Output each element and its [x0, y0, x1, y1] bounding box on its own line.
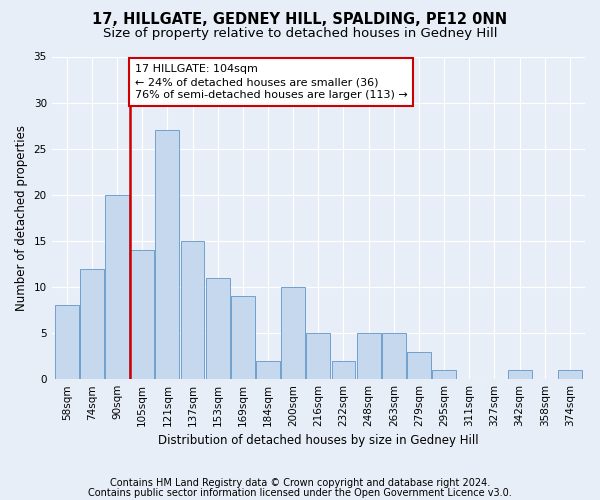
- Text: Contains HM Land Registry data © Crown copyright and database right 2024.: Contains HM Land Registry data © Crown c…: [110, 478, 490, 488]
- Bar: [281, 287, 305, 379]
- Bar: [332, 360, 355, 379]
- Bar: [105, 195, 129, 379]
- Bar: [155, 130, 179, 379]
- Bar: [382, 333, 406, 379]
- Bar: [55, 306, 79, 379]
- Bar: [206, 278, 230, 379]
- Bar: [508, 370, 532, 379]
- Text: Size of property relative to detached houses in Gedney Hill: Size of property relative to detached ho…: [103, 28, 497, 40]
- Bar: [307, 333, 330, 379]
- Text: 17 HILLGATE: 104sqm
← 24% of detached houses are smaller (36)
76% of semi-detach: 17 HILLGATE: 104sqm ← 24% of detached ho…: [134, 64, 407, 100]
- Bar: [356, 333, 380, 379]
- Y-axis label: Number of detached properties: Number of detached properties: [15, 125, 28, 311]
- Bar: [558, 370, 582, 379]
- Bar: [407, 352, 431, 379]
- X-axis label: Distribution of detached houses by size in Gedney Hill: Distribution of detached houses by size …: [158, 434, 479, 448]
- Text: Contains public sector information licensed under the Open Government Licence v3: Contains public sector information licen…: [88, 488, 512, 498]
- Text: 17, HILLGATE, GEDNEY HILL, SPALDING, PE12 0NN: 17, HILLGATE, GEDNEY HILL, SPALDING, PE1…: [92, 12, 508, 28]
- Bar: [130, 250, 154, 379]
- Bar: [80, 268, 104, 379]
- Bar: [432, 370, 456, 379]
- Bar: [181, 241, 205, 379]
- Bar: [256, 360, 280, 379]
- Bar: [231, 296, 255, 379]
